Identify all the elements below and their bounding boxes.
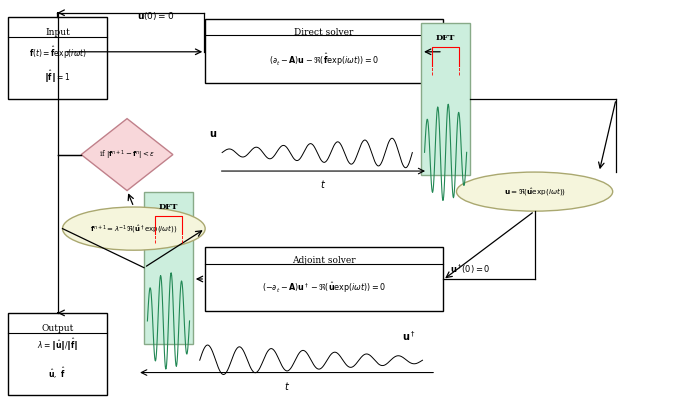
Text: Output: Output — [41, 323, 74, 332]
Text: $\mathbf{u}^\dagger(0) = 0$: $\mathbf{u}^\dagger(0) = 0$ — [449, 262, 490, 276]
Text: $\mathbf{u}(0) = 0$: $\mathbf{u}(0) = 0$ — [137, 10, 175, 22]
Ellipse shape — [63, 207, 205, 251]
Ellipse shape — [456, 173, 612, 211]
FancyBboxPatch shape — [8, 313, 106, 395]
Text: $\lambda = \|\hat{\mathbf{u}}\|/\|\hat{\mathbf{f}}\|$: $\lambda = \|\hat{\mathbf{u}}\|/\|\hat{\… — [37, 336, 78, 353]
FancyBboxPatch shape — [205, 20, 443, 83]
Text: $t$: $t$ — [284, 379, 290, 391]
Text: $\mathbf{u} = \Re(\hat{\mathbf{u}}\exp(i\omega t))$: $\mathbf{u} = \Re(\hat{\mathbf{u}}\exp(i… — [503, 186, 565, 198]
Text: $\mathbf{u}^\dagger$: $\mathbf{u}^\dagger$ — [402, 328, 416, 342]
Text: $\mathbf{f}^{n+1} = \lambda^{-1}\Re(\hat{\mathbf{u}}^\dagger\exp(i\omega t))$: $\mathbf{f}^{n+1} = \lambda^{-1}\Re(\hat… — [90, 223, 177, 235]
Text: DFT: DFT — [436, 34, 456, 42]
Text: $(\partial_t - \mathbf{A})\mathbf{u} - \Re(\hat{\mathbf{f}}\exp(i\omega t)) = 0$: $(\partial_t - \mathbf{A})\mathbf{u} - \… — [269, 51, 379, 67]
Text: Direct solver: Direct solver — [295, 28, 354, 37]
Text: $\|\hat{\mathbf{f}}\| = 1$: $\|\hat{\mathbf{f}}\| = 1$ — [44, 69, 71, 85]
Text: Adjoint solver: Adjoint solver — [292, 256, 356, 265]
Text: $\mathbf{f}(t) = \hat{\mathbf{f}}\exp(i\omega t)$: $\mathbf{f}(t) = \hat{\mathbf{f}}\exp(i\… — [29, 44, 87, 60]
FancyBboxPatch shape — [144, 192, 193, 344]
Polygon shape — [81, 119, 173, 191]
FancyBboxPatch shape — [205, 247, 443, 311]
Text: $t$: $t$ — [321, 178, 327, 190]
Text: Input: Input — [45, 28, 70, 37]
Text: $\hat{\mathbf{u}}$,  $\hat{\mathbf{f}}$: $\hat{\mathbf{u}}$, $\hat{\mathbf{f}}$ — [48, 365, 66, 380]
Text: $(-\partial_t - \mathbf{A})\mathbf{u}^\dagger - \Re(\hat{\mathbf{u}}\exp(i\omega: $(-\partial_t - \mathbf{A})\mathbf{u}^\d… — [262, 280, 386, 294]
Text: $\mathbf{u}$: $\mathbf{u}$ — [209, 129, 217, 139]
Text: if $|\mathbf{f}^{n+1} - \mathbf{f}^n| < \varepsilon$: if $|\mathbf{f}^{n+1} - \mathbf{f}^n| < … — [99, 149, 155, 162]
FancyBboxPatch shape — [421, 24, 470, 176]
FancyBboxPatch shape — [8, 18, 106, 100]
Text: DFT: DFT — [159, 202, 178, 210]
